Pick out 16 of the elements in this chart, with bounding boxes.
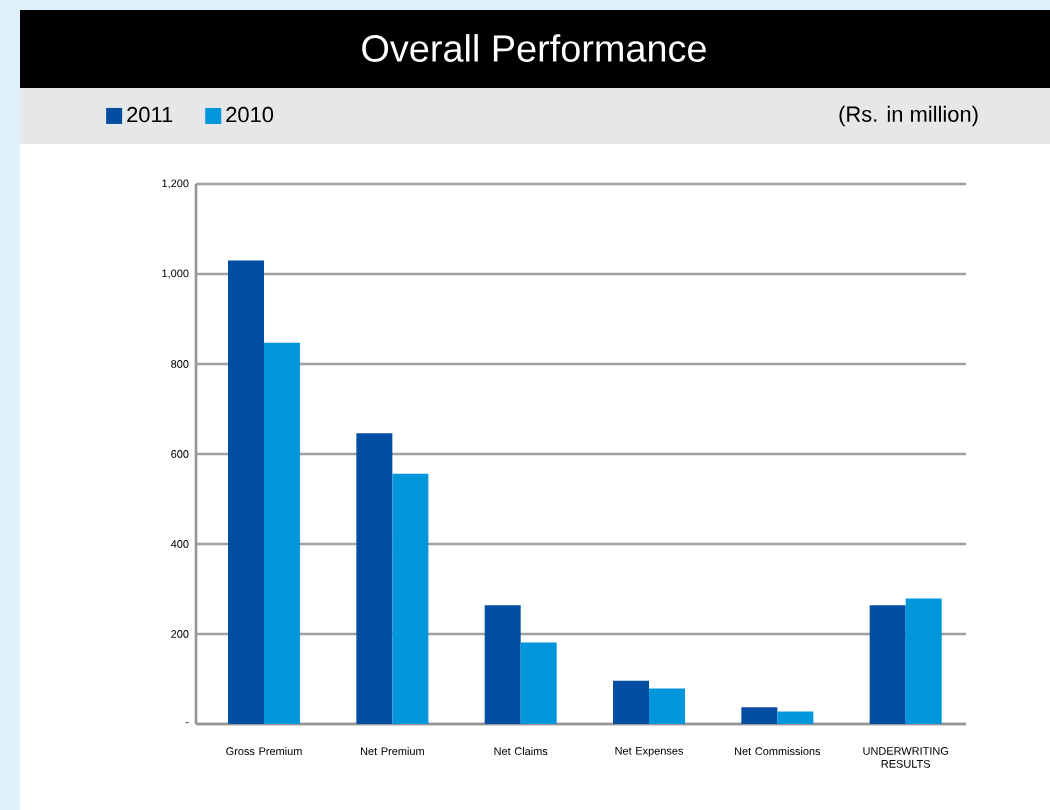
bar — [228, 260, 265, 724]
bar — [484, 605, 521, 724]
bar — [905, 598, 942, 724]
bar — [264, 342, 301, 724]
bar — [520, 642, 557, 724]
text: (Rs. in million) — [839, 105, 978, 127]
bar — [356, 433, 393, 724]
bar — [777, 711, 814, 724]
bar — [392, 473, 429, 724]
legend-label: 2010 — [226, 106, 274, 123]
chart-title: Overall Performance — [362, 34, 706, 62]
bar — [869, 605, 906, 724]
legend-label: 2011 — [127, 106, 173, 123]
bar — [741, 707, 778, 724]
bar — [613, 680, 650, 724]
bar — [649, 688, 686, 724]
